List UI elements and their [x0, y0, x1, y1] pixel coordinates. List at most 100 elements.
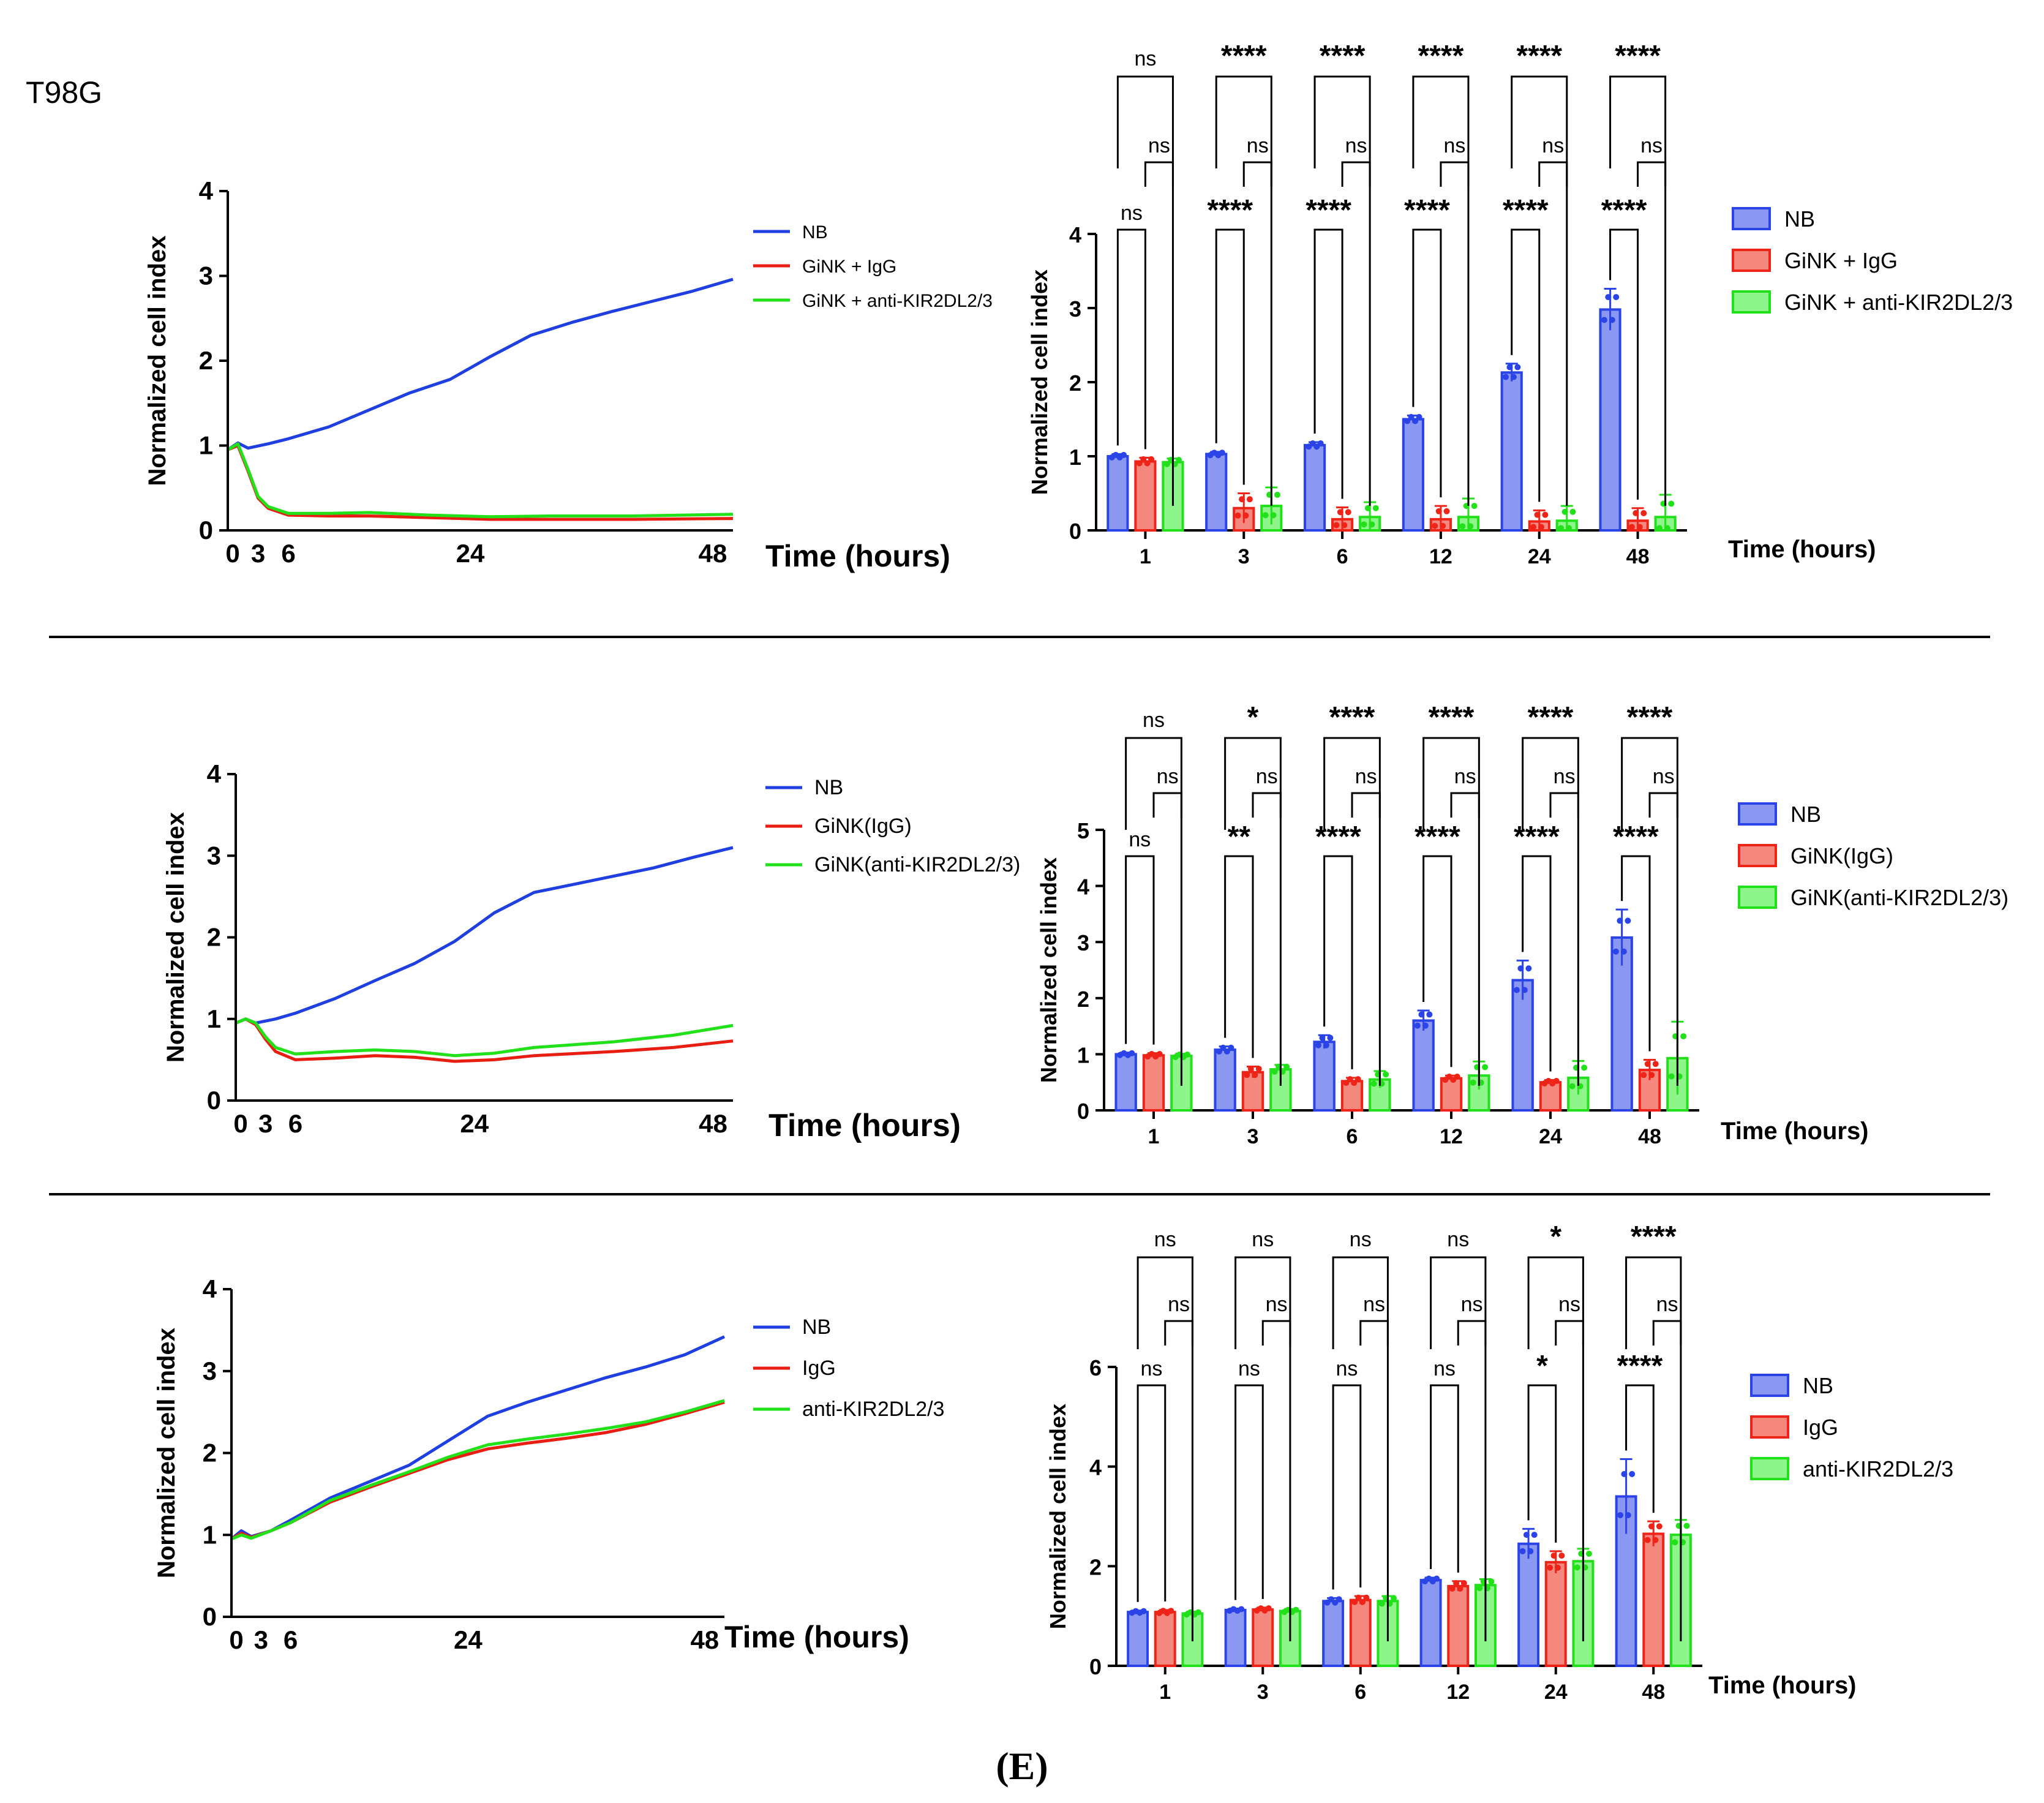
bar-chart-6-significance-lower: *: [1536, 1350, 1548, 1382]
bar-chart-2-bracket-upper: [1511, 75, 1568, 506]
bar-chart-2-data-point: [1558, 525, 1565, 532]
bar-chart-2-data-point: [1459, 523, 1466, 530]
line-chart-1-y-axis-label: Normalized cell index: [144, 235, 171, 486]
bar-chart-2-data-point: [1605, 294, 1612, 301]
bar-chart-4-data-point: [1517, 965, 1524, 972]
bar-chart-4-data-point: [1422, 1022, 1429, 1029]
line-chart-1-x-tick-label: 24: [456, 539, 485, 568]
line-chart-3-x-tick-label: 48: [699, 1109, 727, 1138]
bar-chart-6-bar: [1154, 1611, 1176, 1667]
bar-chart-6-data-point: [1195, 1609, 1201, 1616]
bar-chart-6-significance-lower: ns: [1140, 1357, 1162, 1380]
line-chart-5-x-tick-label: 0: [229, 1625, 243, 1654]
bar-chart-2-data-point: [1121, 451, 1127, 458]
bar-chart-4-bar: [1440, 1077, 1463, 1112]
bar-chart-4-significance-inner: ns: [1653, 765, 1675, 788]
line-chart-3-y-axis-label: Normalized cell index: [162, 812, 189, 1063]
bar-chart-6-bar: [1252, 1608, 1274, 1667]
bar-chart-2-data-point: [1408, 413, 1415, 420]
line-chart-3-legend-label: GiNK(IgG): [814, 815, 912, 838]
bar-chart-2-data-point: [1435, 508, 1442, 514]
line-chart-1-y-tick-label: 4: [199, 176, 214, 205]
bar-chart-4-data-point: [1315, 1042, 1321, 1048]
bar-chart-2-data-point: [1140, 456, 1147, 462]
cell-line-label: T98G: [26, 75, 102, 110]
bar-chart-4-data-point: [1283, 1063, 1290, 1070]
bar-chart-4-bar: [1214, 1048, 1236, 1112]
bar-chart-2-y-tick-label: 1: [1069, 445, 1081, 470]
bar-chart-6-data-point: [1672, 1539, 1678, 1546]
line-chart-1-y-tick-label: 0: [199, 516, 213, 544]
bar-chart-6-bracket-lower: [1527, 1384, 1557, 1543]
bar-chart-6-significance-upper: ns: [1447, 1228, 1469, 1251]
bar-chart-6-x-tick-label: 3: [1257, 1681, 1269, 1704]
bar-chart-2-bar: [1402, 418, 1424, 532]
bar-chart-2-bracket-upper: [1313, 75, 1371, 506]
bar-chart-6-bracket-inner: [1457, 1320, 1487, 1346]
bar-chart-2-y-tick-label: 4: [1069, 222, 1081, 247]
bar-chart-6-data-point: [1433, 1575, 1440, 1582]
bar-chart-2-data-point: [1432, 522, 1438, 529]
bar-chart-4-x-tick-label: 48: [1638, 1125, 1661, 1148]
bar-chart-6-significance-upper: *: [1550, 1221, 1561, 1253]
bar-chart-6-bracket-upper: [1625, 1256, 1682, 1641]
line-chart-5-x-axis-label: Time (hours): [724, 1620, 909, 1654]
bar-chart-2-data-point: [1416, 413, 1422, 420]
bar-chart-2-data-point: [1668, 500, 1675, 507]
bar-chart-2-data-point: [1412, 418, 1419, 424]
bar-chart-4-data-point: [1569, 1083, 1576, 1090]
bar-chart-6-significance-lower: ****: [1617, 1350, 1663, 1382]
bar-chart-6-x-tick-label: 1: [1159, 1681, 1171, 1704]
bar-chart-4-data-point: [1644, 1061, 1651, 1067]
bar-chart-6-data-point: [1488, 1578, 1495, 1585]
bar-chart-6-significance-upper: ns: [1154, 1228, 1176, 1251]
line-chart-3: 0 3 6 24 48 Time (hours)Normalized cell index…: [162, 776, 1020, 1143]
bar-chart-4-data-point: [1521, 987, 1528, 993]
bar-chart-2-data-point: [1440, 522, 1446, 529]
line-chart-1-x-tick-label: 0: [225, 539, 239, 568]
bar-chart-4-data-point: [1223, 1048, 1230, 1055]
bar-chart-4-significance-lower: **: [1228, 821, 1251, 853]
bar-chart-4-data-point: [1252, 1072, 1258, 1078]
bar-chart-6-bar: [1447, 1584, 1470, 1668]
bar-chart-2-significance-upper: ****: [1221, 40, 1267, 72]
bar-chart-4-data-point: [1244, 1072, 1250, 1078]
bar-chart-2-significance-lower: ****: [1306, 194, 1351, 227]
bar-chart-4-bracket-upper: [1323, 737, 1381, 1086]
line-chart-5-y-tick-label: 4: [203, 1274, 217, 1303]
bar-chart-2-bar: [1599, 308, 1621, 532]
bar-chart-2-data-point: [1471, 503, 1478, 510]
bar-chart-2-data-point: [1656, 525, 1663, 532]
bar-chart-2-data-point: [1636, 524, 1643, 530]
bar-chart-2-data-point: [1534, 511, 1541, 518]
bar-chart-4-significance-lower: ****: [1613, 821, 1659, 853]
bar-chart-4-data-point: [1383, 1071, 1389, 1078]
line-chart-3-x-tick-label: 6: [288, 1109, 302, 1138]
bar-chart-4-bar: [1241, 1071, 1264, 1112]
bar-chart-2-data-point: [1345, 509, 1351, 516]
bar-chart-2-bracket-inner: [1242, 161, 1272, 187]
bar-chart-6-bracket-inner: [1261, 1320, 1291, 1346]
bar-chart-6-bracket-upper: [1137, 1256, 1193, 1641]
bar-chart-6-data-point: [1558, 1553, 1565, 1559]
bar-chart-6-legend-label: IgG: [1803, 1415, 1838, 1440]
bar-chart-2-data-point: [1601, 317, 1607, 323]
bar-chart-6-data-point: [1554, 1564, 1561, 1571]
bar-chart-6-data-point: [1449, 1585, 1456, 1592]
bar-chart-4-significance-upper: ****: [1329, 701, 1375, 734]
bar-chart-4: 1 3 6 12 24 48nsnsns*ns******ns********ns****…: [1036, 701, 2008, 1148]
bar-chart-2-data-point: [1361, 521, 1367, 528]
line-chart-5-y-tick-label: 3: [203, 1357, 217, 1385]
bar-chart-6-significance-inner: ns: [1266, 1293, 1288, 1316]
bar-chart-2-data-point: [1609, 317, 1615, 323]
bar-chart-2-data-point: [1176, 457, 1182, 464]
bar-chart-6-data-point: [1351, 1598, 1358, 1605]
bar-chart-6-data-point: [1378, 1600, 1385, 1607]
bar-chart-6-bar: [1349, 1598, 1372, 1667]
bar-chart-2-significance-lower: ****: [1404, 194, 1450, 227]
bar-chart-4-y-tick-label: 5: [1077, 818, 1089, 843]
bar-chart-4-bracket-upper: [1621, 737, 1678, 1086]
line-chart-5-y-tick-label: 1: [203, 1520, 217, 1549]
bar-chart-4-y-tick-label: 4: [1077, 875, 1089, 900]
bar-chart-4-data-point: [1184, 1051, 1191, 1058]
